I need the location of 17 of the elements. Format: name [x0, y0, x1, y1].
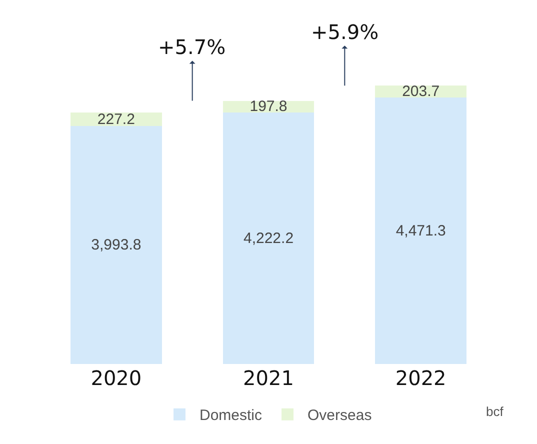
x-tick-label: 2020: [90, 366, 142, 390]
data-label: 227.2: [97, 110, 135, 128]
bar: [222, 112, 314, 364]
text: +5.9%: [311, 20, 379, 44]
bar: [375, 98, 467, 364]
bar: [70, 126, 162, 364]
data-label: 4,471.3: [396, 222, 446, 240]
data-label: 203.7: [402, 83, 440, 100]
data-label: 3,993.8: [91, 236, 142, 254]
text: bcf: [486, 404, 504, 419]
x-tick-label: 2021: [243, 366, 294, 390]
x-tick-label: 2022: [395, 366, 446, 390]
data-label: 4,222.2: [243, 230, 294, 247]
legend-label: Overseas: [308, 407, 372, 424]
data-label: 197.8: [250, 98, 288, 116]
legend-label: Domestic: [200, 407, 263, 424]
text: +5.7%: [158, 35, 226, 59]
